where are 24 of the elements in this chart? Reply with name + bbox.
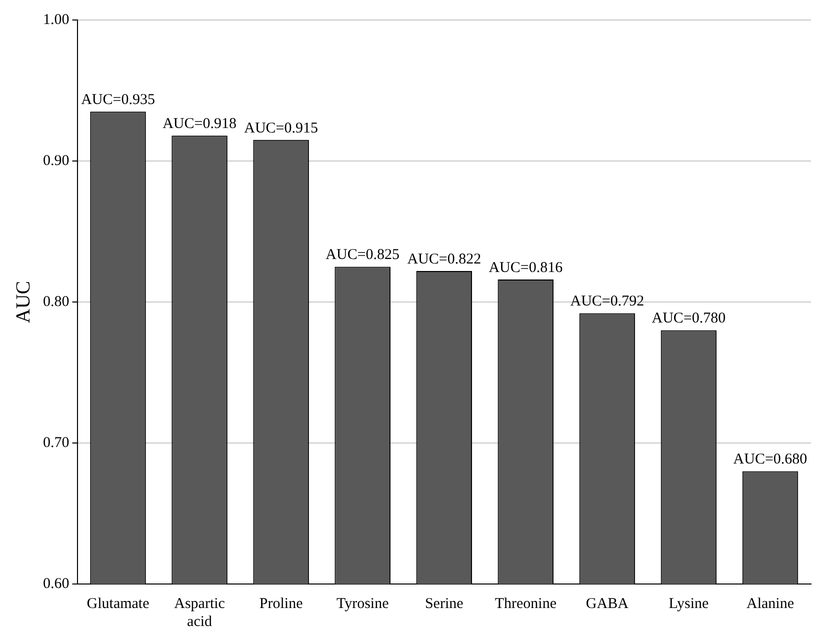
- y-axis-title: AUC: [12, 280, 34, 324]
- data-label: AUC=0.780: [652, 310, 726, 327]
- x-tick-label: Alanine: [746, 596, 794, 612]
- y-tick-label: 1.00: [43, 12, 70, 28]
- y-tick-label: 0.80: [43, 294, 70, 310]
- data-label: AUC=0.792: [570, 294, 644, 310]
- x-tick-label: Glutamate: [86, 596, 150, 612]
- x-tick-label: Tyrosine: [336, 596, 390, 612]
- x-tick-label: GABA: [586, 596, 629, 612]
- data-label: AUC=0.822: [407, 251, 482, 268]
- data-label: AUC=0.825: [326, 247, 400, 264]
- data-label: AUC=0.915: [244, 120, 318, 136]
- y-tick-label: 0.90: [43, 152, 70, 169]
- x-tick-label: Serine: [424, 596, 464, 612]
- x-tick-label: Lysine: [668, 596, 710, 612]
- data-label: AUC=0.935: [81, 92, 155, 108]
- x-tick-label: Aspartic acid: [174, 596, 226, 630]
- y-tick-label: 0.70: [43, 434, 70, 451]
- data-label: AUC=0.918: [162, 116, 236, 132]
- data-label: AUC=0.816: [488, 260, 564, 276]
- x-tick-label: Threonine: [494, 596, 557, 612]
- data-label: AUC=0.680: [733, 452, 808, 468]
- x-tick-label: Proline: [259, 596, 304, 612]
- y-tick-label: 0.60: [43, 576, 70, 592]
